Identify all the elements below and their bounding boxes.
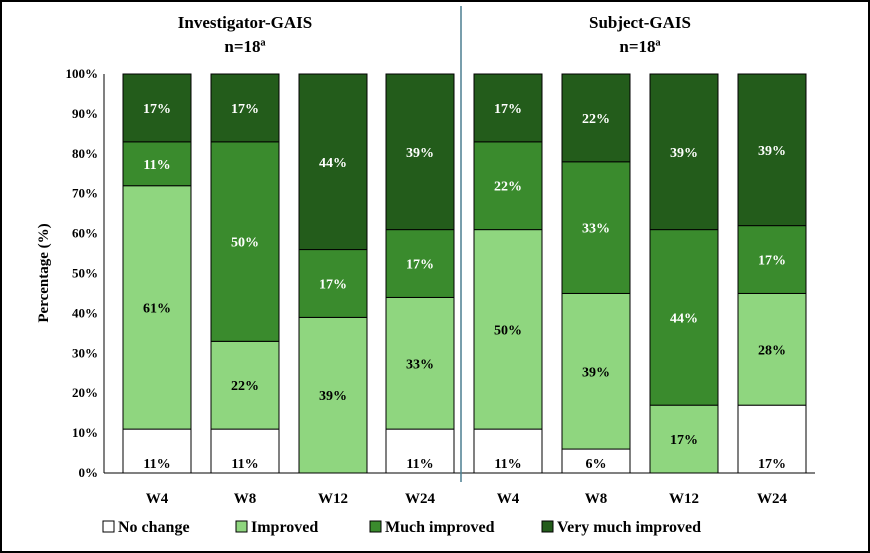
data-label: 11% xyxy=(143,158,170,173)
chart-title: Investigator-GAIS xyxy=(178,13,312,32)
y-axis-label: Percentage (%) xyxy=(36,223,52,322)
legend-label: Very much improved xyxy=(557,519,701,536)
x-tick-label: W8 xyxy=(234,491,257,507)
legend-swatch xyxy=(541,520,554,533)
data-label: 11% xyxy=(494,457,521,472)
data-label: 17% xyxy=(319,277,347,292)
data-label: 17% xyxy=(231,102,259,117)
data-label: 33% xyxy=(406,357,434,372)
y-tick-label: 80% xyxy=(72,146,98,161)
data-label: 11% xyxy=(231,457,258,472)
y-tick-label: 70% xyxy=(72,186,98,201)
data-label: 11% xyxy=(143,457,170,472)
x-tick-label: W4 xyxy=(146,491,169,507)
y-tick-label: 60% xyxy=(72,226,98,241)
bar-segment xyxy=(210,73,280,143)
y-tick-label: 40% xyxy=(72,305,98,320)
bar-segment xyxy=(737,225,807,294)
bar-segment xyxy=(210,428,280,474)
data-label: 39% xyxy=(582,365,610,380)
bar-segment xyxy=(385,73,455,231)
chart-subtitle: n=18ª xyxy=(619,37,660,56)
data-label: 61% xyxy=(143,301,171,316)
chart-title: Subject-GAIS xyxy=(589,13,691,32)
y-tick-label: 20% xyxy=(72,385,98,400)
x-tick-label: W24 xyxy=(405,491,436,507)
data-label: 39% xyxy=(406,146,434,161)
data-label: 6% xyxy=(586,457,607,472)
data-label: 44% xyxy=(670,311,698,326)
bar-segment xyxy=(122,141,192,187)
legend-label: Improved xyxy=(251,519,318,536)
data-label: 17% xyxy=(406,258,434,273)
bar-segment xyxy=(473,141,543,231)
data-label: 17% xyxy=(143,102,171,117)
bar-segment xyxy=(385,428,455,474)
bar-segment xyxy=(473,229,543,430)
legend-label: No change xyxy=(118,519,190,536)
bar-segment xyxy=(385,229,455,298)
data-label: 50% xyxy=(231,236,259,251)
data-label: 39% xyxy=(758,144,786,159)
chart-subtitle: n=18ª xyxy=(224,37,265,56)
bar-segment xyxy=(649,229,719,406)
y-tick-label: 30% xyxy=(72,345,98,360)
data-label: 39% xyxy=(319,389,347,404)
bar-segment xyxy=(122,73,192,143)
data-label: 50% xyxy=(494,323,522,338)
legend-swatch xyxy=(369,520,382,533)
y-tick-label: 50% xyxy=(72,266,98,281)
data-label: 33% xyxy=(582,222,610,237)
y-tick-label: 0% xyxy=(79,465,99,480)
x-tick-label: W12 xyxy=(669,491,699,507)
y-tick-label: 90% xyxy=(72,106,98,121)
bar-segment xyxy=(298,316,368,474)
bar-segment xyxy=(561,161,631,294)
legend-swatch xyxy=(235,520,248,533)
data-label: 22% xyxy=(494,180,522,195)
bar-segment xyxy=(385,296,455,430)
legend-label: Much improved xyxy=(385,519,495,536)
bar-segment xyxy=(210,340,280,430)
bar-segment xyxy=(737,292,807,406)
data-label: 17% xyxy=(494,102,522,117)
y-tick-label: 10% xyxy=(72,425,98,440)
bar-segment xyxy=(298,73,368,251)
data-label: 22% xyxy=(582,112,610,127)
legend-swatch xyxy=(102,520,115,533)
data-label: 11% xyxy=(406,457,433,472)
bar-segment xyxy=(210,141,280,342)
data-label: 39% xyxy=(670,146,698,161)
bar-segment xyxy=(473,73,543,143)
data-label: 44% xyxy=(319,156,347,171)
bar-segment xyxy=(561,292,631,450)
data-label: 22% xyxy=(231,379,259,394)
y-tick-label: 100% xyxy=(66,66,99,81)
x-tick-label: W8 xyxy=(585,491,608,507)
x-tick-label: W4 xyxy=(497,491,520,507)
bar-segment xyxy=(561,73,631,163)
data-label: 28% xyxy=(758,343,786,358)
data-label: 17% xyxy=(758,254,786,269)
bar-segment xyxy=(122,185,192,430)
data-label: 17% xyxy=(670,433,698,448)
bar-segment xyxy=(737,73,807,227)
data-label: 17% xyxy=(758,457,786,472)
bar-segment xyxy=(649,73,719,231)
x-tick-label: W24 xyxy=(757,491,788,507)
x-tick-label: W12 xyxy=(318,491,348,507)
bar-segment xyxy=(298,249,368,318)
bar-segment xyxy=(473,428,543,474)
